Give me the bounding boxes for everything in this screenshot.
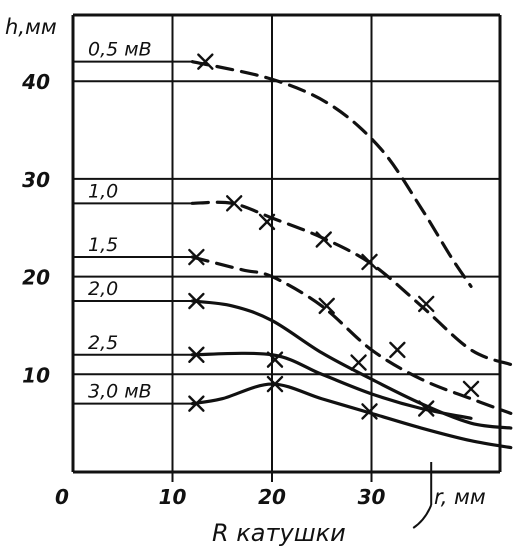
data-point-stroke-b bbox=[188, 395, 205, 412]
data-point bbox=[361, 403, 378, 420]
data-point-stroke-b bbox=[197, 53, 214, 70]
data-point bbox=[197, 53, 214, 70]
data-point-stroke-b bbox=[258, 213, 276, 231]
data-point-stroke-b bbox=[389, 341, 406, 359]
series-label: 2,0 bbox=[88, 278, 118, 300]
data-point-stroke-b bbox=[266, 351, 284, 368]
data-point-stroke-b bbox=[315, 231, 332, 248]
data-point-stroke-b bbox=[350, 354, 367, 371]
coil-caption-leader bbox=[412, 504, 433, 529]
x-axis-title: r, мм bbox=[434, 485, 486, 509]
data-point-stroke-b bbox=[225, 195, 243, 212]
data-point bbox=[188, 292, 205, 310]
series-line bbox=[190, 60, 473, 288]
data-point-stroke-b bbox=[418, 295, 435, 313]
data-point bbox=[389, 341, 406, 359]
data-point bbox=[418, 400, 435, 417]
series-label: 0,5 мВ bbox=[88, 39, 152, 61]
data-point bbox=[361, 253, 378, 271]
series-label: 1,0 bbox=[88, 180, 118, 202]
series-line bbox=[190, 382, 513, 450]
y-tick-label-40: 40 bbox=[21, 70, 50, 94]
data-point bbox=[188, 395, 205, 412]
series-3: 2,0 bbox=[73, 278, 513, 430]
series-2: 1,5 bbox=[73, 234, 513, 415]
axis-titles: h,мм r, мм R катушки bbox=[5, 15, 486, 547]
x-tick-label-10: 10 bbox=[159, 485, 187, 509]
data-point bbox=[266, 375, 284, 393]
y-axis-title: h,мм bbox=[5, 15, 57, 39]
data-point bbox=[318, 297, 335, 315]
y-tick-label-10: 10 bbox=[22, 363, 50, 387]
data-point bbox=[188, 346, 205, 363]
data-point bbox=[418, 295, 435, 313]
data-point bbox=[258, 213, 276, 231]
tick-labels: 0 10 20 30 10 20 30 40 bbox=[21, 70, 385, 509]
data-point bbox=[225, 195, 243, 212]
series-label: 3,0 мВ bbox=[88, 381, 152, 403]
x-tick-label-0: 0 bbox=[55, 485, 69, 509]
y-tick-label-20: 20 bbox=[22, 266, 50, 290]
series-line bbox=[190, 200, 513, 367]
axes bbox=[71, 13, 502, 529]
series-group: 0,5 мВ 1,0 1,5 2,0 2,5 3,0 мВ bbox=[73, 39, 513, 450]
x-tick-label-30: 30 bbox=[358, 485, 386, 509]
data-point-stroke-b bbox=[361, 253, 378, 271]
series-0: 0,5 мВ bbox=[73, 39, 473, 288]
data-point-stroke-b bbox=[462, 380, 480, 398]
series-line bbox=[190, 255, 513, 415]
data-point-stroke-b bbox=[318, 297, 335, 315]
x-axis-caption: R катушки bbox=[212, 519, 346, 547]
series-label: 1,5 bbox=[88, 234, 118, 256]
data-point-stroke-b bbox=[361, 403, 378, 420]
series-line bbox=[190, 299, 513, 430]
data-point-stroke-b bbox=[418, 400, 435, 417]
data-point bbox=[315, 231, 332, 248]
data-point-stroke-b bbox=[188, 248, 205, 266]
data-point bbox=[350, 354, 367, 371]
data-point bbox=[266, 351, 284, 368]
series-5: 3,0 мВ bbox=[73, 375, 513, 450]
x-tick-label-20: 20 bbox=[258, 485, 286, 509]
data-point-stroke-b bbox=[188, 346, 205, 363]
series-4: 2,5 bbox=[73, 332, 473, 420]
grid bbox=[73, 15, 500, 472]
data-point-stroke-b bbox=[188, 292, 205, 310]
data-point bbox=[462, 380, 480, 398]
data-point-stroke-b bbox=[266, 375, 284, 393]
data-point bbox=[188, 248, 205, 266]
series-1: 1,0 bbox=[73, 180, 513, 367]
y-tick-label-30: 30 bbox=[22, 168, 50, 192]
series-label: 2,5 bbox=[88, 332, 118, 354]
